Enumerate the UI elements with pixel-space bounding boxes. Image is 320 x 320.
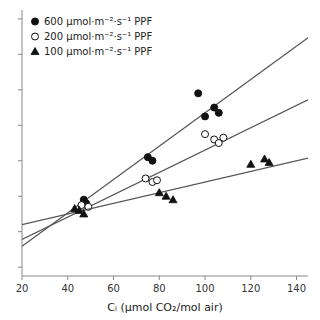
point [169,196,177,203]
x-axis [22,276,308,277]
x-tick [113,276,114,280]
y-tick [18,231,22,232]
legend-label: 100 μmol·m⁻²·s⁻¹ PPF [44,46,152,57]
y-tick [18,125,22,126]
y-tick [18,54,22,55]
x-tick-label: 20 [16,283,29,294]
x-tick-label: 120 [241,283,260,294]
fit-line [22,158,308,225]
point [195,90,202,97]
y-tick [18,89,22,90]
y-tick [18,267,22,268]
y-tick [18,18,22,19]
fit-line [22,100,308,240]
point [215,109,222,116]
x-tick [22,276,23,280]
scatter-series [78,131,227,211]
point [149,157,156,164]
chart: 20 40 60 80 100 120 140 Cᵢ (μmol CO₂/mol air) 60… [0,0,320,320]
point [155,189,163,196]
legend-marker [32,33,39,40]
point [202,113,209,120]
scatter-series [80,90,222,207]
y-axis [22,10,23,276]
x-tick [250,276,251,280]
legend-marker [31,47,39,54]
y-tick [18,160,22,161]
point [162,192,170,199]
point [80,210,88,217]
y-tick [18,196,22,197]
x-tick [159,276,160,280]
x-tick-label: 100 [195,283,214,294]
point [142,175,149,182]
scatter-series [71,155,274,217]
point [153,177,160,184]
point [247,160,255,167]
legend-label: 600 μmol·m⁻²·s⁻¹ PPF [44,16,152,27]
legend-label: 200 μmol·m⁻²·s⁻¹ PPF [44,31,152,42]
x-tick-label: 80 [153,283,166,294]
x-tick [205,276,206,280]
x-tick-label: 140 [287,283,306,294]
x-tick [67,276,68,280]
plot-area [22,38,308,246]
legend-marker [32,18,39,25]
x-axis-label: Cᵢ (μmol CO₂/mol air) [107,301,223,314]
x-tick-label: 60 [107,283,120,294]
x-tick-label: 40 [61,283,74,294]
point [265,158,273,165]
point [202,131,209,138]
x-tick [296,276,297,280]
fit-line [22,38,308,246]
legend: 600 μmol·m⁻²·s⁻¹ PPF 200 μmol·m⁻²·s⁻¹ PPF… [31,16,152,57]
point [220,134,227,141]
